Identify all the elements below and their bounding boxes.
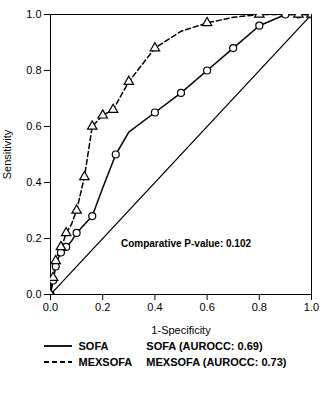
svg-text:0.0: 0.0	[43, 301, 58, 313]
svg-text:0.2: 0.2	[26, 232, 41, 244]
svg-text:0.4: 0.4	[26, 176, 41, 188]
svg-text:Comparative P-value: 0.102: Comparative P-value: 0.102	[121, 238, 251, 249]
svg-text:1.0: 1.0	[304, 301, 319, 313]
svg-text:0.4: 0.4	[147, 301, 162, 313]
svg-text:0.2: 0.2	[95, 301, 110, 313]
svg-text:0.6: 0.6	[199, 301, 214, 313]
svg-text:0.8: 0.8	[252, 301, 267, 313]
svg-text:0.0: 0.0	[26, 288, 41, 300]
svg-text:1.0: 1.0	[26, 8, 41, 20]
svg-text:Sensitivity: Sensitivity	[1, 129, 13, 179]
html-text:MEXSOFA (AUROCC: 0.73): MEXSOFA (AUROCC: 0.73)	[146, 356, 287, 368]
html-text:SOFA: SOFA	[78, 340, 109, 352]
html-text:SOFA (AUROCC: 0.69): SOFA (AUROCC: 0.69)	[146, 340, 263, 352]
html-text:MEXSOFA: MEXSOFA	[78, 356, 133, 368]
svg-text:1-Specificity: 1-Specificity	[151, 324, 211, 336]
svg-text:0.6: 0.6	[26, 120, 41, 132]
svg-text:0.8: 0.8	[26, 64, 41, 76]
